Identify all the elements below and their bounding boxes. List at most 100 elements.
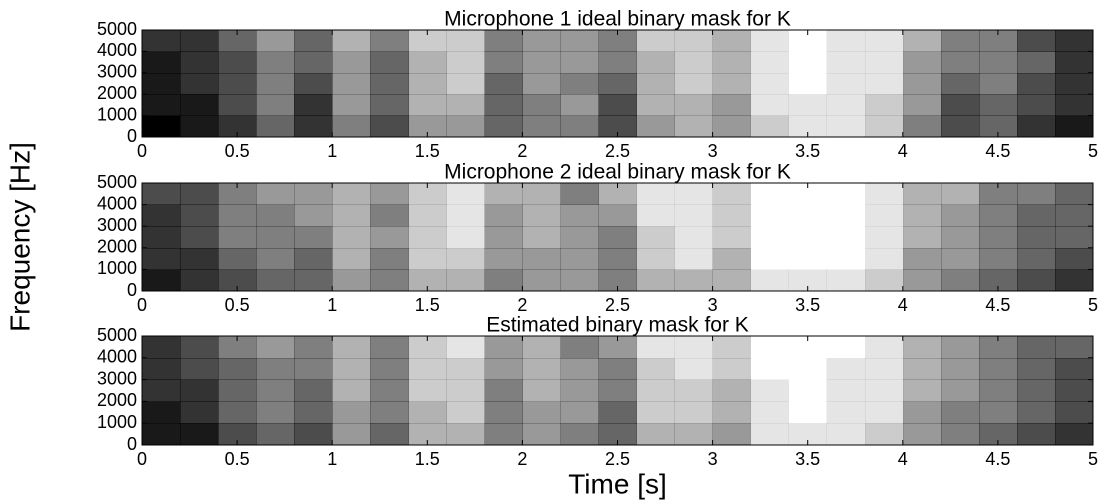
x-tick-label: 4: [898, 449, 908, 469]
mask-cell: [674, 226, 714, 249]
x-tick-label: 3.5: [795, 449, 820, 469]
mask-cell: [332, 51, 371, 74]
mask-cell: [1016, 379, 1056, 402]
x-tick-label: 4: [898, 295, 908, 315]
mask-cell: [978, 401, 1018, 424]
y-tick-label: 3000: [97, 215, 137, 235]
y-tick-label: 4000: [97, 347, 137, 367]
mask-cell: [674, 336, 714, 359]
mask-cell: [180, 336, 219, 359]
mask-cell: [598, 72, 638, 95]
mask-cell: [332, 226, 371, 249]
mask-cell: [446, 72, 485, 95]
mask-cell: [978, 30, 1018, 52]
mask-cell: [484, 72, 523, 95]
mask-cell: [712, 72, 752, 95]
mask-cell: [560, 226, 599, 249]
x-tick-label: 3: [708, 295, 718, 315]
mask-cell: [1054, 30, 1094, 52]
mask-cell: [712, 51, 752, 74]
mask-cell: [978, 115, 1018, 138]
mask-cell: [978, 183, 1018, 206]
panel-title: Microphone 2 ideal binary mask for K: [444, 161, 791, 184]
mask-cell: [408, 30, 447, 52]
mask-cell: [256, 401, 295, 424]
mask-cell: [864, 336, 904, 359]
mask-cell: [522, 72, 561, 95]
mask-cell: [750, 401, 790, 424]
mask-cell: [180, 183, 219, 206]
mask-cell: [902, 247, 942, 270]
mask-cell: [560, 269, 599, 292]
mask-cell: [256, 226, 295, 249]
mask-cell: [522, 357, 561, 381]
panel-title: Estimated binary mask for K: [486, 314, 749, 337]
mask-cell: [142, 115, 181, 138]
mask-cell: [750, 51, 790, 74]
x-tick-label: 0.5: [225, 295, 250, 315]
x-tick-label: 2: [517, 295, 527, 315]
mask-cell: [522, 30, 561, 52]
mask-cell: [370, 115, 409, 138]
mask-cell: [142, 204, 181, 227]
x-tick-label: 2.5: [605, 295, 630, 315]
x-tick-label: 3.5: [795, 295, 820, 315]
mask-cell: [256, 94, 295, 117]
mask-cell: [294, 204, 333, 227]
mask-cell: [522, 423, 561, 446]
mask-cell: [522, 115, 561, 138]
mask-cell: [408, 357, 447, 381]
mask-cell: [294, 51, 333, 74]
mask-cell: [180, 247, 219, 270]
mask-cell: [598, 226, 638, 249]
mask-cell: [750, 269, 790, 292]
mask-cell: [940, 204, 980, 227]
mask-cell: [978, 423, 1018, 446]
x-tick-label: 2: [517, 141, 527, 161]
mask-cell: [789, 51, 828, 73]
mask-cell: [978, 357, 1018, 381]
mask-cell: [294, 30, 333, 52]
mask-cell: [978, 379, 1018, 402]
x-tick-label: 3: [708, 449, 718, 469]
mask-cell: [370, 401, 409, 424]
mask-cell: [1054, 183, 1094, 206]
mask-cell: [370, 269, 409, 292]
mask-cell: [826, 51, 866, 74]
mask-cell: [446, 30, 485, 52]
mask-cell: [370, 72, 409, 95]
mask-cell: [827, 183, 866, 205]
mask-cell: [978, 51, 1018, 74]
y-tick-label: 2000: [97, 237, 137, 257]
mask-cell: [332, 72, 371, 95]
mask-cell: [294, 401, 333, 424]
mask-cell: [712, 183, 752, 206]
mask-cell: [751, 226, 790, 248]
mask-cell: [408, 204, 447, 227]
mask-cell: [484, 247, 523, 270]
mask-cell: [902, 379, 942, 402]
mask-cell: [256, 336, 295, 359]
mask-cell: [940, 30, 980, 52]
mask-cell: [1054, 379, 1094, 402]
mask-cell: [788, 94, 828, 117]
mask-cell: [751, 248, 790, 270]
mask-cell: [218, 183, 257, 206]
mask-cell: [864, 204, 904, 227]
x-tick-label: 1.5: [415, 449, 440, 469]
mask-cell: [370, 94, 409, 117]
mask-cell: [142, 269, 181, 292]
mask-cell: [256, 72, 295, 95]
mask-cell: [789, 226, 828, 248]
mask-cell: [674, 94, 714, 117]
mask-cell: [142, 51, 181, 74]
mask-cell: [674, 379, 714, 402]
mask-cell: [978, 94, 1018, 117]
mask-cell: [446, 51, 485, 74]
mask-cell: [408, 226, 447, 249]
mask-cell: [142, 72, 181, 95]
mask-cell: [940, 72, 980, 95]
mask-cell: [598, 379, 638, 402]
mask-cell: [484, 115, 523, 138]
mask-cell: [864, 423, 904, 446]
